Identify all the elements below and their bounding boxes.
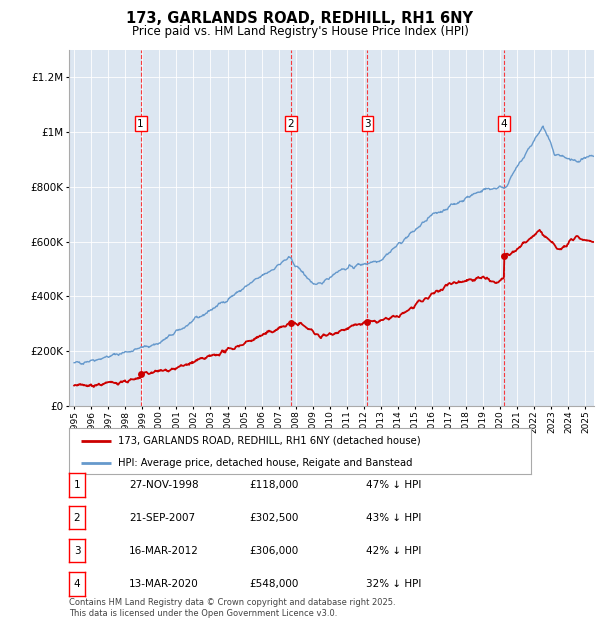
Text: 4: 4 xyxy=(500,118,507,128)
Text: 4: 4 xyxy=(74,579,80,589)
Text: 2: 2 xyxy=(74,513,80,523)
Text: Price paid vs. HM Land Registry's House Price Index (HPI): Price paid vs. HM Land Registry's House … xyxy=(131,25,469,38)
Text: 16-MAR-2012: 16-MAR-2012 xyxy=(129,546,199,556)
Text: 27-NOV-1998: 27-NOV-1998 xyxy=(129,480,199,490)
Text: 43% ↓ HPI: 43% ↓ HPI xyxy=(366,513,421,523)
Text: £548,000: £548,000 xyxy=(249,579,298,589)
Text: 3: 3 xyxy=(74,546,80,556)
Text: 32% ↓ HPI: 32% ↓ HPI xyxy=(366,579,421,589)
Text: 47% ↓ HPI: 47% ↓ HPI xyxy=(366,480,421,490)
Text: 1: 1 xyxy=(137,118,144,128)
Text: £118,000: £118,000 xyxy=(249,480,298,490)
Text: HPI: Average price, detached house, Reigate and Banstead: HPI: Average price, detached house, Reig… xyxy=(118,458,412,467)
Text: 13-MAR-2020: 13-MAR-2020 xyxy=(129,579,199,589)
Text: 21-SEP-2007: 21-SEP-2007 xyxy=(129,513,195,523)
Text: 173, GARLANDS ROAD, REDHILL, RH1 6NY (detached house): 173, GARLANDS ROAD, REDHILL, RH1 6NY (de… xyxy=(118,436,420,446)
Text: £302,500: £302,500 xyxy=(249,513,298,523)
Text: 1: 1 xyxy=(74,480,80,490)
Text: 3: 3 xyxy=(364,118,371,128)
Text: Contains HM Land Registry data © Crown copyright and database right 2025.
This d: Contains HM Land Registry data © Crown c… xyxy=(69,598,395,618)
Text: 42% ↓ HPI: 42% ↓ HPI xyxy=(366,546,421,556)
Text: 2: 2 xyxy=(287,118,294,128)
Text: 173, GARLANDS ROAD, REDHILL, RH1 6NY: 173, GARLANDS ROAD, REDHILL, RH1 6NY xyxy=(127,11,473,26)
Text: £306,000: £306,000 xyxy=(249,546,298,556)
